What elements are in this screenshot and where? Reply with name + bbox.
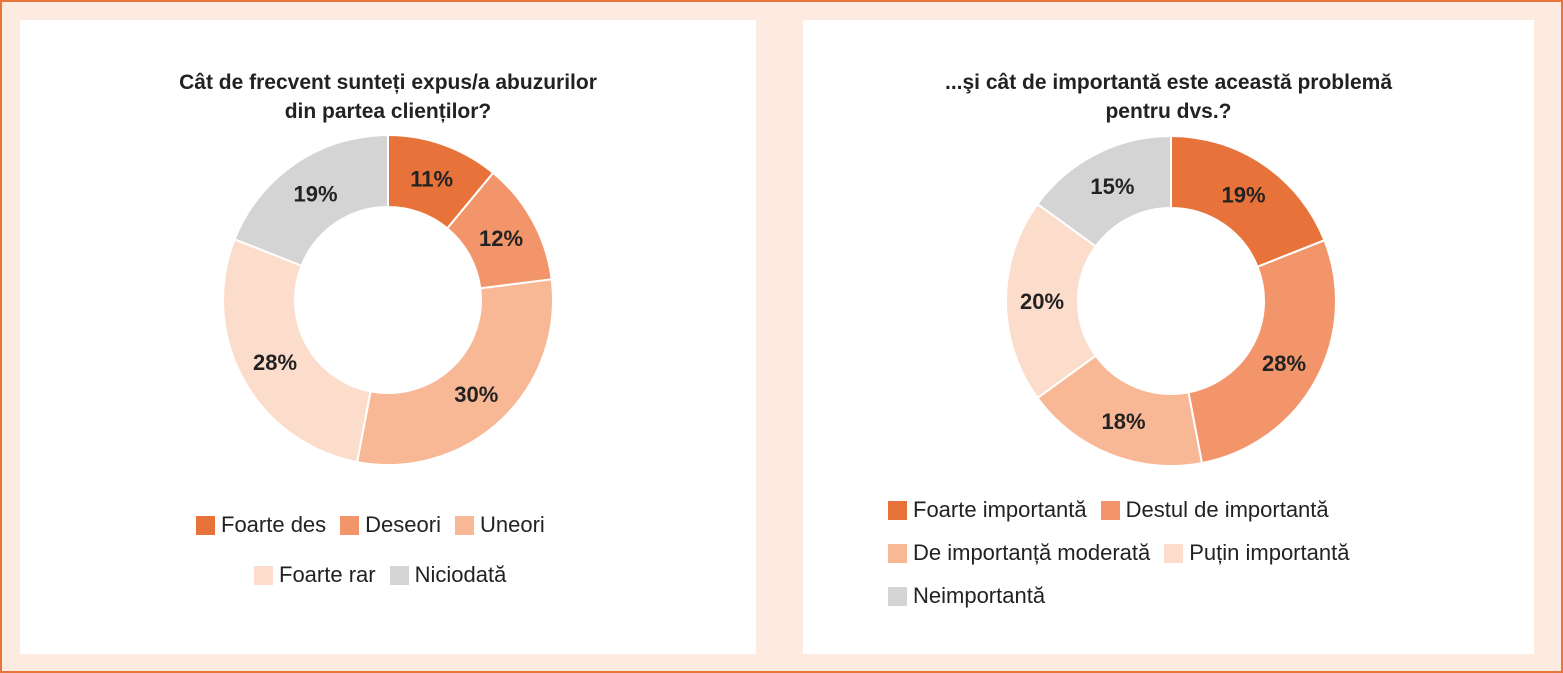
legend-label: Neimportantă xyxy=(913,583,1046,608)
legend-row: Foarte des Deseori Uneori xyxy=(196,512,559,542)
legend-row: De importanță moderată Puțin importantă xyxy=(888,540,1363,570)
legend-swatch xyxy=(340,515,360,535)
slice-label: 12% xyxy=(479,226,523,251)
legend-item: Puțin importantă xyxy=(1164,540,1349,566)
legend-item: Deseori xyxy=(340,512,441,538)
legend-item: Foarte rar xyxy=(254,562,376,588)
chart-panel-frequency: Cât de frecvent sunteți expus/a abuzuril… xyxy=(20,20,756,654)
legend-item: De importanță moderată xyxy=(888,540,1150,566)
legend-swatch xyxy=(888,500,907,520)
slice-label: 15% xyxy=(1090,174,1134,199)
legend-swatch xyxy=(888,586,907,606)
chart-title: ...şi cât de importantă este această pro… xyxy=(803,68,1534,126)
slice-label: 19% xyxy=(293,181,337,206)
chart-title-line: din partea clienților? xyxy=(284,100,492,123)
donut-slice xyxy=(233,133,389,268)
chart-panel-importance: ...şi cât de importantă este această pro… xyxy=(803,20,1534,654)
slice-label: 20% xyxy=(1020,289,1064,314)
donut-slice xyxy=(1170,134,1326,269)
legend-label: Puțin importantă xyxy=(1189,540,1350,565)
legend-swatch xyxy=(196,515,215,535)
chart-title-line: Cât de frecvent sunteți expus/a abuzuril… xyxy=(179,71,597,94)
legend-row: Foarte rar Niciodată xyxy=(254,562,520,592)
legend-item: Neimportantă xyxy=(888,583,1045,609)
slice-label: 30% xyxy=(454,382,498,407)
slice-label: 28% xyxy=(1262,351,1306,376)
legend-swatch xyxy=(389,565,409,585)
legend-label: Foarte rar xyxy=(279,562,376,587)
donut-chart-frequency: 11% 12% 30% 28% 19% xyxy=(222,133,554,466)
legend-label: Deseori xyxy=(365,512,441,537)
donut-chart-importance: 19% 28% 18% 20% 15% xyxy=(1004,134,1337,467)
chart-title-line: pentru dvs.? xyxy=(1105,100,1232,123)
donut-slice xyxy=(355,278,554,466)
legend-label: Destul de importantă xyxy=(1125,497,1329,522)
chart-title-line: ...şi cât de importantă este această pro… xyxy=(944,71,1392,94)
donut-slice xyxy=(1004,202,1098,400)
legend-item: Foarte des xyxy=(196,512,326,538)
donut-slice xyxy=(1187,238,1337,465)
legend-swatch xyxy=(454,515,474,535)
slice-label: 18% xyxy=(1101,409,1145,434)
legend-swatch xyxy=(254,565,273,585)
legend-item: Uneori xyxy=(454,512,545,538)
slice-label: 28% xyxy=(253,350,297,375)
legend-row: Foarte importantă Destul de importantă xyxy=(888,497,1343,527)
legend-swatch xyxy=(1164,543,1184,563)
legend-swatch xyxy=(1100,500,1120,520)
legend-label: Niciodată xyxy=(414,562,507,587)
legend-item: Foarte importantă xyxy=(888,497,1087,523)
legend-row: Neimportantă xyxy=(888,583,1059,613)
legend-label: Foarte des xyxy=(221,512,327,537)
legend-label: Foarte importantă xyxy=(913,497,1087,522)
donut-slice xyxy=(1036,134,1172,248)
legend-item: Niciodată xyxy=(389,562,507,588)
legend-item: Destul de importantă xyxy=(1100,497,1329,523)
donut-slice xyxy=(222,237,372,464)
legend-swatch xyxy=(888,543,907,563)
chart-title: Cât de frecvent sunteți expus/a abuzuril… xyxy=(20,68,756,126)
legend-label: De importanță moderată xyxy=(913,540,1151,565)
slice-label: 19% xyxy=(1221,182,1265,207)
slice-label: 11% xyxy=(410,167,453,192)
legend-label: Uneori xyxy=(479,512,545,537)
